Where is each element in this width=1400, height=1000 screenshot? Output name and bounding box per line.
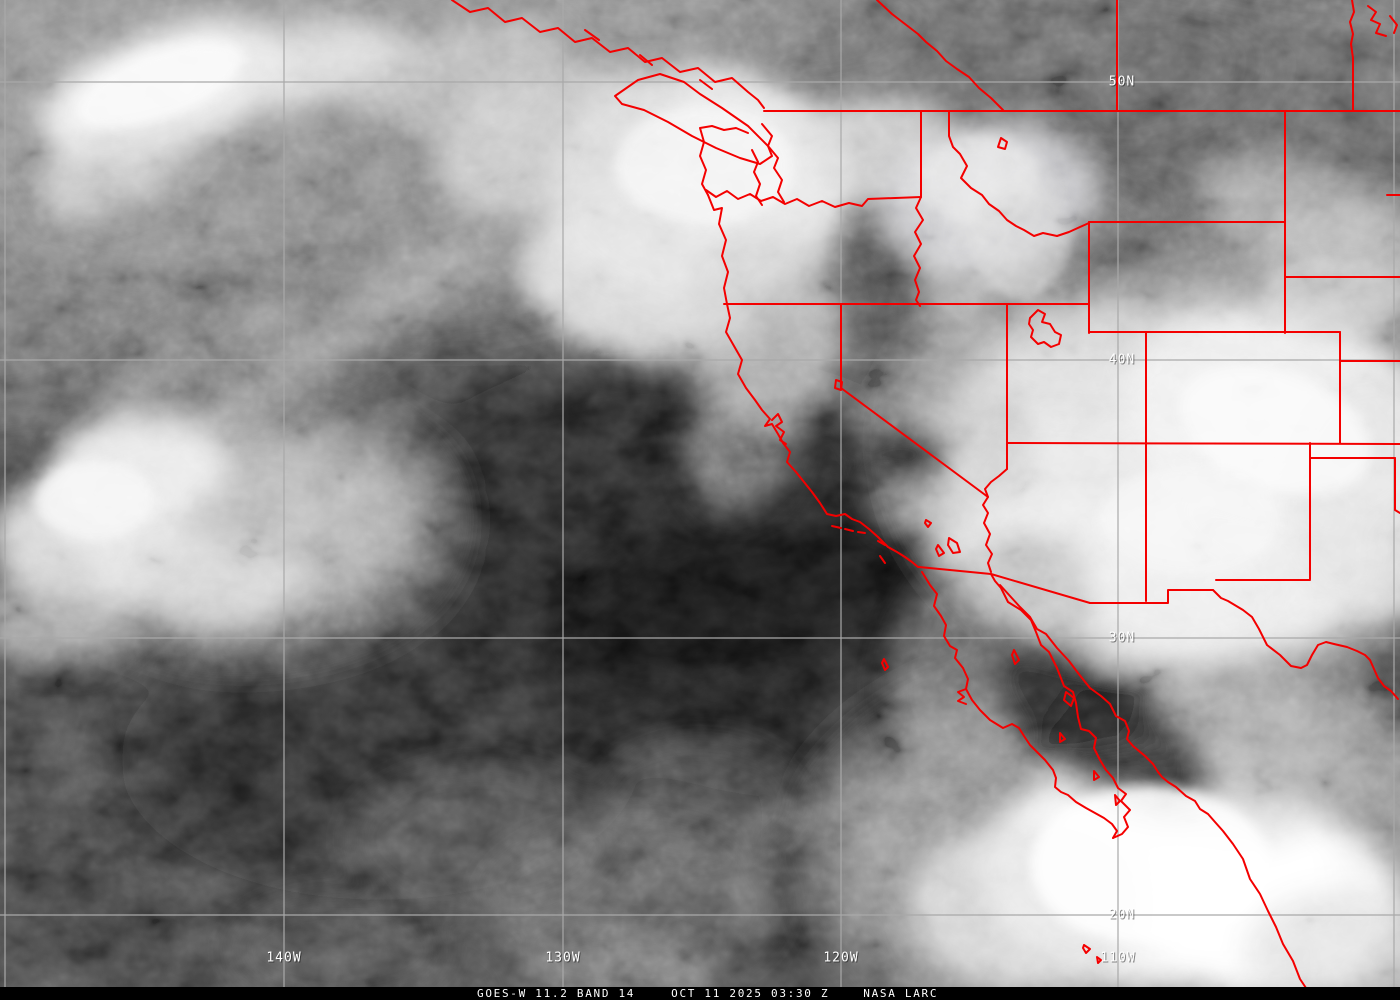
37n-border [1006, 442, 1400, 445]
baja-lagoon [957, 688, 967, 705]
lat-label-30N: 30N [1108, 630, 1136, 646]
ca-nv-diagonal-border [840, 387, 989, 498]
az-mexico-border [990, 573, 1091, 604]
tx-100w-border [1394, 457, 1400, 514]
pacific-coastline [707, 194, 919, 568]
ca-mexico-border [918, 566, 992, 575]
caption-datetime: OCT 11 2025 03:30 Z [671, 986, 830, 1000]
colorado-river-border [982, 468, 1008, 573]
lat-label-20N: 20N [1108, 907, 1136, 923]
bc-alberta-border [876, 0, 1004, 111]
islas-marias [1082, 944, 1102, 964]
canada-borders [451, 0, 1400, 206]
flathead-lake [997, 137, 1008, 150]
lon-label-130W: 130W [545, 950, 581, 966]
salton-sea [947, 537, 961, 554]
channel-islands [831, 525, 886, 564]
us-state-borders [699, 110, 1400, 602]
olympic-strait [699, 125, 749, 196]
sf-bay [771, 413, 787, 445]
lat-label-40N: 40N [1108, 352, 1136, 368]
nm-mexico-bootheel-border [1089, 589, 1214, 604]
lon-label-110W: 110W [1100, 950, 1136, 966]
id-mt-divide-border [948, 111, 1090, 237]
gulf-islands [1011, 649, 1121, 806]
mexico-borders [881, 519, 1399, 989]
lake-tahoe [834, 379, 843, 391]
bc-coastline [451, 0, 765, 109]
baja-west-coastline [921, 571, 1118, 839]
rio-grande-border [1212, 589, 1399, 700]
baja-east-coastline [990, 573, 1131, 839]
sonora-sinaloa-coastline [999, 584, 1307, 989]
lat-label-50N: 50N [1108, 74, 1136, 90]
caption-credit: NASA LARC [863, 986, 939, 1000]
saskatchewan-manitoba-border [1349, 0, 1355, 112]
manitoba-lakes [1367, 5, 1398, 37]
great-salt-lake [1028, 309, 1062, 348]
caption-bar: GOES-W 11.2 BAND 14 OCT 11 2025 03:30 Z … [0, 987, 1400, 1000]
vancouver-island [614, 73, 773, 165]
pacific-islands [881, 519, 945, 671]
lon-label-120W: 120W [823, 950, 859, 966]
bc-fjords [584, 29, 713, 90]
lon-label-140W: 140W [266, 950, 302, 966]
caption-product: GOES-W 11.2 BAND 14 [477, 986, 636, 1000]
or-id-snake-river-border [913, 196, 924, 307]
wa-or-columbia-border [705, 189, 922, 208]
